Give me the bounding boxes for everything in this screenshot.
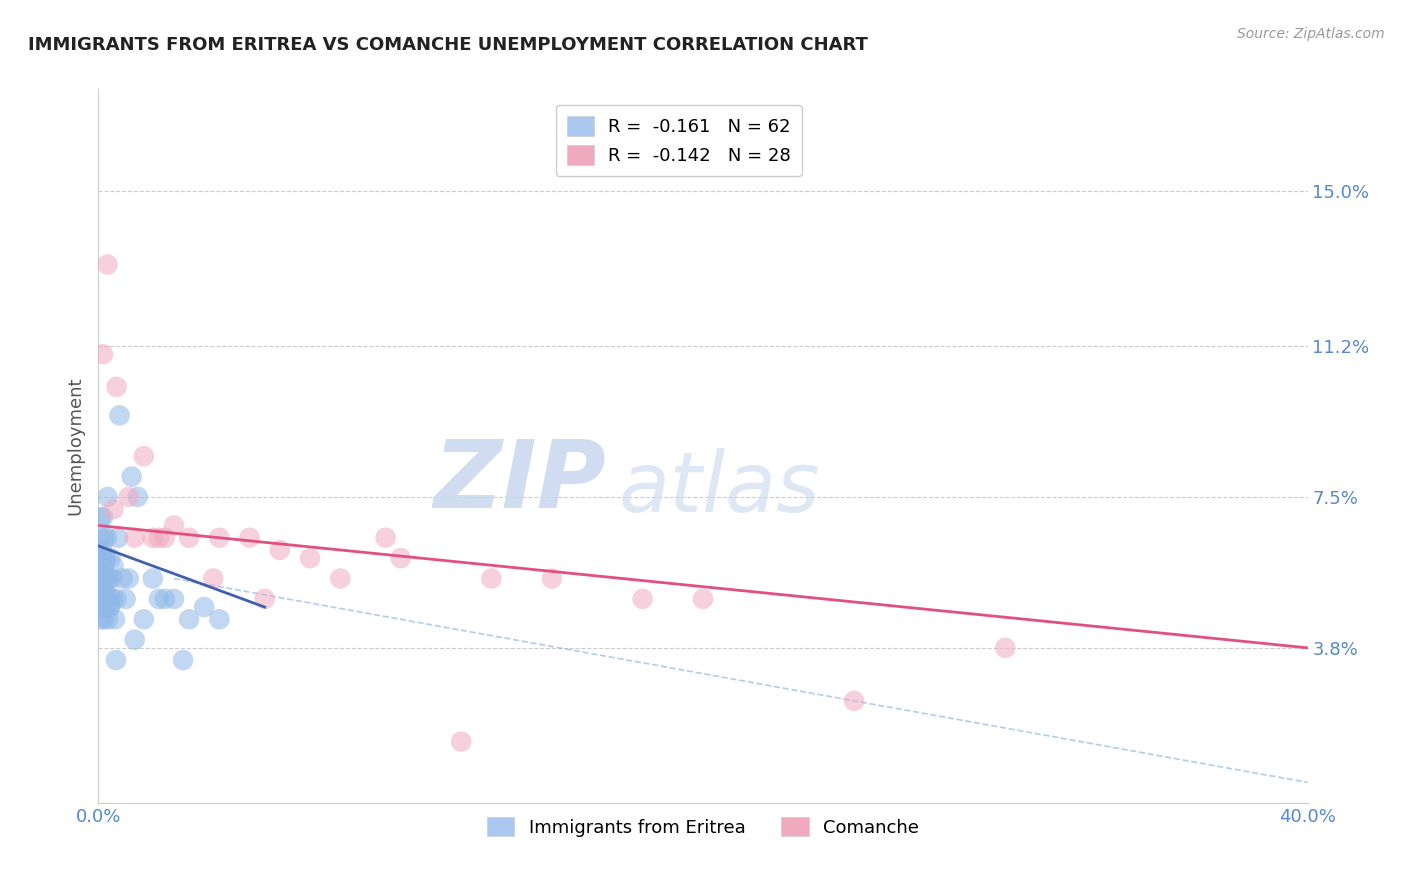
Point xyxy=(96,591,118,606)
Point xyxy=(132,449,155,463)
Point xyxy=(450,734,472,748)
Point xyxy=(163,591,186,606)
Point xyxy=(142,572,165,586)
Point xyxy=(299,551,322,566)
Point xyxy=(91,543,114,558)
Point xyxy=(111,572,134,586)
Point xyxy=(994,640,1017,655)
Legend: Immigrants from Eritrea, Comanche: Immigrants from Eritrea, Comanche xyxy=(479,809,927,844)
Point xyxy=(93,531,115,545)
Point xyxy=(127,490,149,504)
Point xyxy=(94,600,117,615)
Point xyxy=(148,531,170,545)
Point xyxy=(108,409,131,423)
Point xyxy=(90,591,112,606)
Point xyxy=(389,551,412,566)
Point xyxy=(105,591,128,606)
Point xyxy=(329,572,352,586)
Point xyxy=(104,612,127,626)
Point xyxy=(94,551,117,566)
Point xyxy=(100,551,122,566)
Point xyxy=(96,258,118,272)
Point xyxy=(89,531,111,545)
Point xyxy=(91,572,114,586)
Point xyxy=(91,347,114,361)
Point xyxy=(91,510,114,524)
Point xyxy=(94,583,117,598)
Point xyxy=(98,600,121,615)
Point xyxy=(93,572,115,586)
Point xyxy=(692,591,714,606)
Point xyxy=(239,531,262,545)
Point xyxy=(98,600,121,615)
Point xyxy=(90,510,112,524)
Point xyxy=(124,632,146,647)
Point xyxy=(103,559,125,574)
Point xyxy=(97,612,120,626)
Point xyxy=(90,551,112,566)
Point xyxy=(96,490,118,504)
Point xyxy=(481,572,503,586)
Point xyxy=(101,572,124,586)
Point xyxy=(374,531,396,545)
Point xyxy=(98,572,121,586)
Point xyxy=(208,531,231,545)
Point xyxy=(172,653,194,667)
Point xyxy=(142,531,165,545)
Point xyxy=(118,572,141,586)
Point xyxy=(107,531,129,545)
Point xyxy=(208,612,231,626)
Point xyxy=(153,591,176,606)
Text: Source: ZipAtlas.com: Source: ZipAtlas.com xyxy=(1237,27,1385,41)
Point xyxy=(179,612,201,626)
Point xyxy=(114,591,136,606)
Point xyxy=(844,694,866,708)
Point xyxy=(91,600,114,615)
Point xyxy=(105,380,128,394)
Point xyxy=(96,572,118,586)
Point xyxy=(93,612,115,626)
Point xyxy=(90,591,112,606)
Point xyxy=(96,591,118,606)
Point xyxy=(89,572,111,586)
Point xyxy=(90,612,112,626)
Point xyxy=(93,591,115,606)
Point xyxy=(202,572,225,586)
Point xyxy=(91,600,114,615)
Point xyxy=(93,572,115,586)
Point xyxy=(89,572,111,586)
Point xyxy=(90,551,112,566)
Y-axis label: Unemployment: Unemployment xyxy=(66,376,84,516)
Point xyxy=(253,591,276,606)
Point xyxy=(153,531,176,545)
Point xyxy=(93,559,115,574)
Point xyxy=(103,502,125,516)
Point xyxy=(94,551,117,566)
Point xyxy=(148,591,170,606)
Point xyxy=(540,572,562,586)
Text: atlas: atlas xyxy=(619,449,820,529)
Point xyxy=(132,612,155,626)
Point xyxy=(163,518,186,533)
Point xyxy=(179,531,201,545)
Point xyxy=(631,591,654,606)
Point xyxy=(94,572,117,586)
Text: ZIP: ZIP xyxy=(433,435,606,528)
Point xyxy=(96,531,118,545)
Point xyxy=(104,653,127,667)
Point xyxy=(91,591,114,606)
Point xyxy=(91,583,114,598)
Point xyxy=(124,531,146,545)
Point xyxy=(193,600,215,615)
Point xyxy=(269,543,291,558)
Point xyxy=(121,469,143,483)
Text: IMMIGRANTS FROM ERITREA VS COMANCHE UNEMPLOYMENT CORRELATION CHART: IMMIGRANTS FROM ERITREA VS COMANCHE UNEM… xyxy=(28,36,868,54)
Point xyxy=(118,490,141,504)
Point xyxy=(91,551,114,566)
Point xyxy=(101,591,124,606)
Point xyxy=(100,591,122,606)
